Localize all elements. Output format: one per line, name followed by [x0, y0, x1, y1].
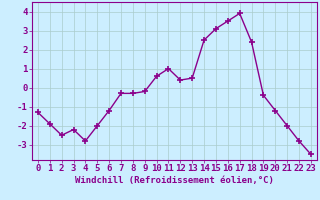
X-axis label: Windchill (Refroidissement éolien,°C): Windchill (Refroidissement éolien,°C): [75, 176, 274, 185]
